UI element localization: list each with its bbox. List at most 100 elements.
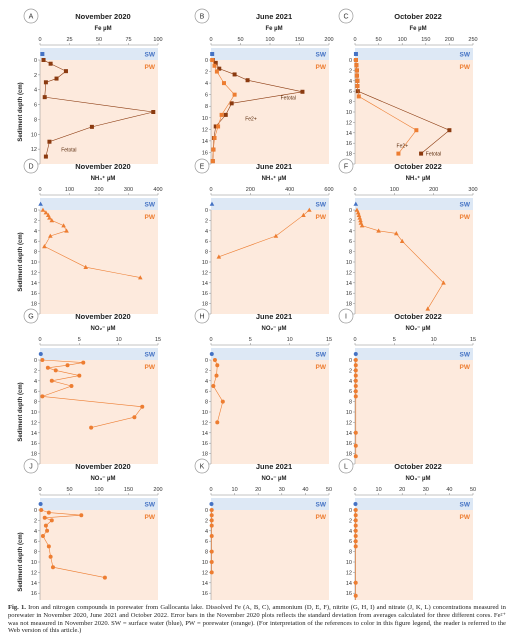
data-point (213, 60, 218, 65)
chart-title: November 2020 (75, 312, 130, 321)
data-point (353, 384, 358, 388)
data-point (69, 384, 74, 388)
y-tick-label: 14 (31, 281, 37, 287)
x-tick-label: 100 (65, 187, 74, 193)
data-point (209, 518, 214, 523)
data-point (211, 384, 216, 388)
data-point (89, 425, 94, 430)
data-point (414, 128, 419, 133)
data-point (212, 63, 217, 68)
data-point (215, 363, 220, 368)
sw-point (353, 352, 358, 356)
x-tick-label: 0 (353, 187, 356, 193)
data-point (89, 124, 94, 129)
data-point (43, 523, 48, 528)
data-point (353, 430, 358, 435)
x-tick-label: 50 (96, 37, 102, 43)
y-tick-label: 4 (349, 229, 352, 235)
x-tick-label: 5 (249, 337, 252, 343)
y-tick-label: 6 (205, 239, 208, 245)
x-tick-label: 30 (279, 487, 285, 493)
chart-title: November 2020 (75, 12, 130, 21)
y-tick-label: 18 (31, 452, 37, 458)
data-point (353, 593, 358, 598)
x-tick-label: 10 (287, 337, 293, 343)
y-tick-label: 0 (34, 508, 37, 514)
x-tick-label: 25 (66, 37, 72, 43)
pw-band-label: PW (316, 514, 327, 521)
y-tick-label: 2 (205, 518, 208, 524)
chart-panel-j: J November 2020 NO₃⁻ µM SW PW 0 50 100 150 200 0 2 4… (18, 458, 163, 600)
x-tick-label: 0 (38, 187, 41, 193)
pw-band (40, 510, 158, 600)
sw-band-label: SW (460, 352, 471, 359)
data-point (353, 363, 358, 368)
y-tick-label: 6 (349, 89, 352, 95)
pw-band-label: PW (316, 64, 327, 71)
series-annotation: Fetotal (426, 152, 441, 158)
sw-band (211, 348, 329, 360)
panel-label-badge (194, 458, 210, 474)
data-point (42, 95, 47, 100)
pw-band (355, 360, 473, 464)
data-point (83, 264, 89, 269)
series-line-nh4- (218, 209, 310, 258)
x-axis-label: NO₂⁻ µM (406, 326, 431, 332)
x-tick-label: 100 (94, 487, 103, 493)
y-tick-label: 12 (346, 570, 352, 576)
y-tick-label: 8 (205, 400, 208, 406)
y-tick-label: 6 (34, 239, 37, 245)
y-tick-label: 12 (31, 270, 37, 276)
x-tick-label: 15 (326, 337, 332, 343)
data-point (47, 215, 52, 220)
y-tick-label: 4 (349, 79, 352, 85)
sw-band-label: SW (460, 502, 471, 509)
panel-label-badge (194, 308, 210, 324)
data-point (53, 368, 58, 373)
sw-band-label: SW (316, 352, 327, 359)
chart-panel-k: K June 2021 NO₃⁻ µM SW PW 0 10 20 30 40 50 0 2 4 6 8 10 1… (194, 458, 332, 600)
data-point (219, 112, 224, 117)
x-tick-label: 50 (326, 487, 332, 493)
x-axis-label: NH₄⁺ µM (91, 175, 116, 182)
series-annotation: Fe2+ (245, 117, 257, 123)
data-point (50, 565, 55, 570)
y-tick-label: 8 (349, 100, 352, 106)
y-tick-label: 2 (34, 518, 37, 524)
pw-band (40, 210, 158, 314)
pw-band (211, 510, 329, 600)
sw-point (38, 502, 43, 506)
y-tick-label: 14 (202, 139, 208, 145)
data-point (49, 378, 54, 383)
panel-label-badge (338, 308, 354, 324)
x-axis-label: Fe µM (265, 26, 282, 32)
y-tick-label: 4 (34, 229, 37, 235)
data-point (41, 58, 46, 62)
data-point (357, 215, 363, 220)
x-tick-label: 50 (470, 487, 476, 493)
x-tick-label: 300 (124, 187, 133, 193)
y-tick-label: 2 (34, 73, 37, 79)
y-tick-label: 8 (205, 104, 208, 110)
data-point (220, 399, 225, 404)
x-axis-label: Fe µM (94, 26, 111, 32)
y-tick-label: 10 (202, 116, 208, 122)
data-point (209, 508, 214, 512)
x-axis-label: NO₂⁻ µM (262, 326, 287, 332)
panel-label-badge (23, 458, 39, 474)
y-tick-label: 8 (34, 550, 37, 556)
data-point (214, 69, 219, 74)
y-tick-label: 10 (346, 260, 352, 266)
data-point (42, 515, 47, 520)
y-tick-label: 2 (349, 218, 352, 224)
pw-band (355, 60, 473, 164)
sw-point (209, 352, 214, 356)
x-tick-label: 400 (285, 187, 294, 193)
x-tick-label: 600 (324, 187, 333, 193)
data-point (210, 58, 215, 62)
data-point (61, 223, 66, 228)
x-tick-label: 400 (153, 187, 162, 193)
y-tick-label: 8 (34, 400, 37, 406)
x-tick-label: 200 (429, 187, 438, 193)
data-point (64, 228, 69, 233)
